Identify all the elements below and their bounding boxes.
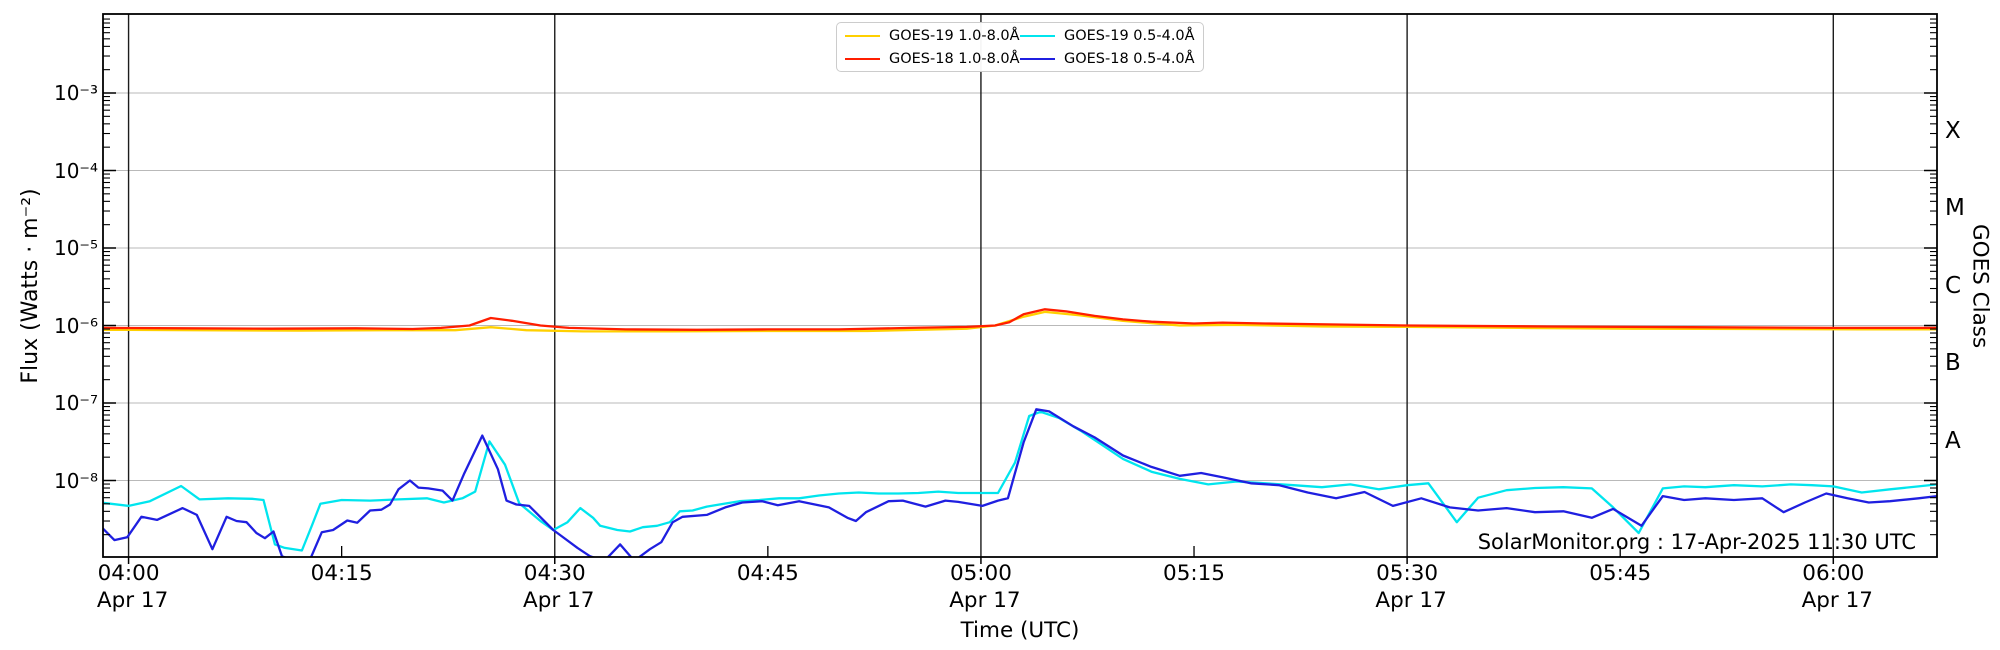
legend-line-sample bbox=[845, 34, 880, 37]
x-tick-label: 04:30 bbox=[523, 561, 586, 586]
x-tick-label: 04:00 bbox=[97, 561, 160, 586]
x-tick-label: 05:45 bbox=[1589, 561, 1652, 586]
x-tick-label: 05:30 bbox=[1376, 561, 1439, 586]
goes-class-letter: C bbox=[1945, 272, 1962, 299]
legend-label: GOES-18 0.5-4.0Å bbox=[1064, 50, 1195, 67]
y-tick-label: 10⁻⁴ bbox=[53, 158, 98, 183]
x-tick-sublabel: Apr 17 bbox=[523, 588, 595, 613]
y-tick-label: 10⁻⁸ bbox=[53, 468, 98, 493]
y-axis-label: Flux (Watts · m⁻²) bbox=[18, 188, 43, 384]
y-tick-label: 10⁻⁷ bbox=[53, 391, 98, 415]
x-tick-sublabel: Apr 17 bbox=[96, 588, 169, 613]
legend: GOES-19 1.0-8.0Å GOES-18 1.0-8.0Å GOES-19 … bbox=[836, 22, 1204, 72]
x-tick-label: 05:15 bbox=[1163, 561, 1225, 586]
series-lines bbox=[103, 308, 1937, 557]
x-tick-label: 06:00 bbox=[1802, 561, 1865, 586]
series-line bbox=[103, 408, 1937, 557]
right-axis-label: GOES Class bbox=[1967, 224, 1993, 349]
x-tick-sublabel: Apr 17 bbox=[1801, 588, 1873, 613]
legend-label: GOES-18 1.0-8.0Å bbox=[889, 50, 1020, 67]
x-tick-label: 04:45 bbox=[736, 561, 799, 586]
y-tick-label: 10⁻³ bbox=[53, 81, 98, 105]
y-tick-label: 10⁻⁵ bbox=[53, 236, 98, 260]
x-axis-label: Time (UTC) bbox=[960, 618, 1080, 643]
watermark: SolarMonitor.org : 17-Apr-2025 11:30 UTC bbox=[1477, 530, 1916, 554]
y-tick-label: 10⁻⁶ bbox=[53, 313, 98, 338]
legend-label: GOES-19 0.5-4.0Å bbox=[1064, 27, 1195, 44]
plot-frame bbox=[102, 13, 1938, 558]
x-tick-label: 04:15 bbox=[310, 561, 373, 586]
legend-line-sample bbox=[845, 57, 880, 60]
legend-item: GOES-19 0.5-4.0Å bbox=[1020, 25, 1195, 46]
x-tick-sublabel: Apr 17 bbox=[1375, 588, 1447, 613]
legend-line-sample bbox=[1020, 34, 1055, 37]
legend-line-sample bbox=[1020, 57, 1055, 60]
legend-item: GOES-18 0.5-4.0Å bbox=[1020, 48, 1195, 69]
goes-class-letter: M bbox=[1945, 195, 1965, 222]
goes-class-letter: B bbox=[1945, 350, 1961, 377]
goes-class-letter: X bbox=[1945, 117, 1961, 144]
x-tick-sublabel: Apr 17 bbox=[949, 588, 1021, 613]
x-tick-label: 05:00 bbox=[949, 561, 1012, 586]
legend-item: GOES-18 1.0-8.0Å bbox=[845, 48, 1020, 69]
legend-item: GOES-19 1.0-8.0Å bbox=[845, 25, 1020, 46]
series-line bbox=[103, 308, 1937, 331]
goes-class-letter: A bbox=[1945, 427, 1961, 454]
legend-label: GOES-19 1.0-8.0Å bbox=[889, 27, 1020, 44]
